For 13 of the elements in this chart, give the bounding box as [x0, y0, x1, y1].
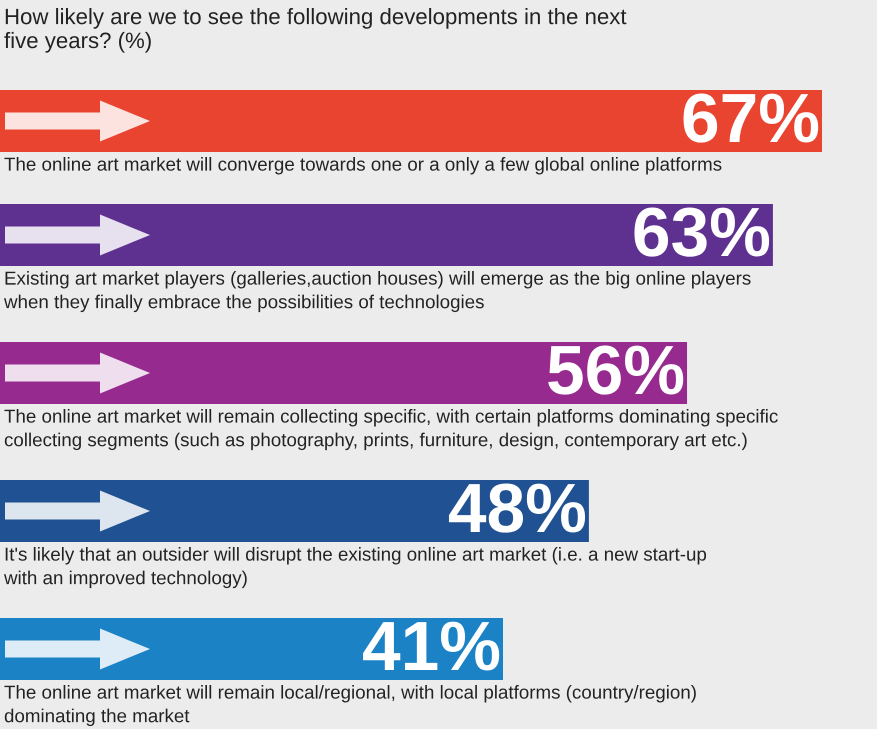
- y-tick-label: The online art market will remain collecting specific, with certain platforms dominating specific collecting segments (such as photography, prints, furniture, design, contemporary art etc.): [4, 409, 778, 450]
- text: How likely are we to see the following developments in the next five years? (%): [4, 8, 626, 53]
- data-label: 56%: [548, 345, 684, 395]
- data-label: 63%: [634, 207, 770, 257]
- y-tick-label: The online art market will remain local/regional, with local platforms (country/region) dominating the market: [4, 685, 696, 726]
- bar: [0, 342, 688, 404]
- data-label: 67%: [684, 93, 818, 143]
- data-label: 48%: [448, 483, 586, 533]
- y-tick-label: The online art market will converge towards one or a only a few global online platforms: [4, 157, 722, 174]
- y-tick-label: It's likely that an outsider will disrupt the existing online art market (i.e. a new start-up with an improved technology): [4, 547, 706, 588]
- bar: [0, 204, 773, 266]
- y-tick-label: Existing art market players (galleries,auction houses) will emerge as the big online players when they finally embrace the possibilities of technologies: [4, 271, 751, 312]
- data-label: 41%: [363, 622, 500, 670]
